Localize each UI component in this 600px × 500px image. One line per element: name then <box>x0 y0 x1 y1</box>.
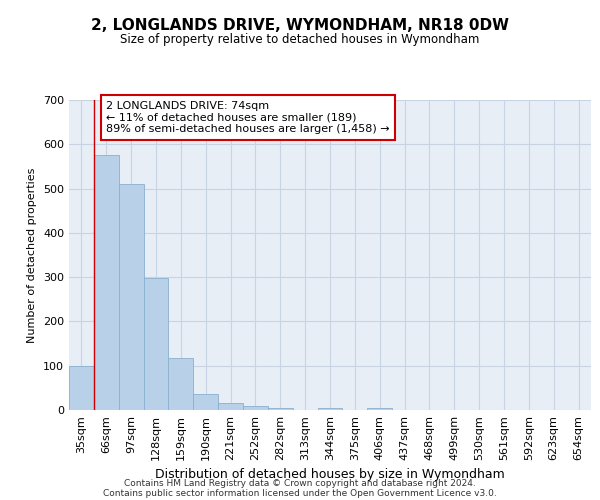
Bar <box>169 358 193 410</box>
Text: Contains public sector information licensed under the Open Government Licence v3: Contains public sector information licen… <box>103 488 497 498</box>
Bar <box>268 408 293 410</box>
Text: Contains HM Land Registry data © Crown copyright and database right 2024.: Contains HM Land Registry data © Crown c… <box>124 478 476 488</box>
Text: 2 LONGLANDS DRIVE: 74sqm
← 11% of detached houses are smaller (189)
89% of semi-: 2 LONGLANDS DRIVE: 74sqm ← 11% of detach… <box>106 101 390 134</box>
Bar <box>119 184 143 410</box>
Bar <box>94 156 119 410</box>
Bar <box>218 404 243 410</box>
Bar <box>143 278 169 410</box>
Y-axis label: Number of detached properties: Number of detached properties <box>28 168 37 342</box>
X-axis label: Distribution of detached houses by size in Wymondham: Distribution of detached houses by size … <box>155 468 505 481</box>
Text: 2, LONGLANDS DRIVE, WYMONDHAM, NR18 0DW: 2, LONGLANDS DRIVE, WYMONDHAM, NR18 0DW <box>91 18 509 32</box>
Bar <box>317 408 343 410</box>
Bar <box>69 366 94 410</box>
Bar <box>243 406 268 410</box>
Text: Size of property relative to detached houses in Wymondham: Size of property relative to detached ho… <box>121 32 479 46</box>
Bar <box>193 394 218 410</box>
Bar <box>367 408 392 410</box>
